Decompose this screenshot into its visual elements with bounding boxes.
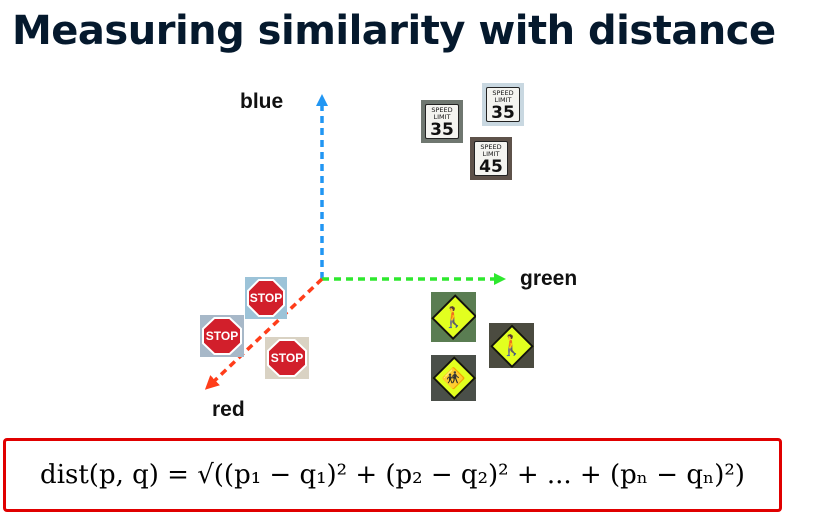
speed-sign-text: LIMIT: [433, 113, 451, 121]
speed-sign-text: SPEED: [480, 143, 502, 151]
speed-sign-text: LIMIT: [494, 96, 512, 104]
speed-sign-text: SPEED: [492, 89, 514, 97]
blue-axis-label: blue: [240, 90, 284, 113]
speed-sign-text: SPEED: [431, 106, 453, 114]
distance-formula: dist(p, q) = √((p₁ − q₁)² + (p₂ − q₂)² +…: [40, 460, 745, 490]
stop-sign-image: STOP: [245, 277, 287, 319]
pedestrian-sign-image: 🚶: [431, 292, 476, 342]
pedestrian-icon: 🚶: [441, 306, 466, 329]
speed-sign-value: 45: [479, 157, 503, 177]
red-axis-label: red: [212, 398, 245, 421]
speed-sign-value: 35: [491, 103, 515, 123]
speed-sign-value: 35: [430, 120, 454, 140]
stop-sign-text: STOP: [204, 319, 240, 353]
stop-sign-text: STOP: [249, 281, 283, 315]
stop-sign-text: STOP: [269, 341, 305, 375]
speed-limit-sign-image: SPEED LIMIT 35: [421, 100, 463, 143]
stop-sign-image: STOP: [265, 337, 309, 379]
formula-box: dist(p, q) = √((p₁ − q₁)² + (p₂ − q₂)² +…: [3, 438, 782, 512]
children-crossing-icon: 🚸: [441, 367, 466, 390]
pedestrian-sign-image: 🚶: [489, 323, 534, 368]
slide-title: Measuring similarity with distance: [12, 8, 776, 54]
green-axis-label: green: [520, 267, 578, 290]
school-crossing-sign-image: 🚸: [431, 355, 476, 401]
speed-limit-sign-image: SPEED LIMIT 35: [482, 83, 524, 126]
stop-sign-image: STOP: [200, 315, 244, 357]
speed-limit-sign-image: SPEED LIMIT 45: [470, 137, 512, 180]
pedestrian-icon: 🚶: [499, 335, 524, 357]
red-axis-arrow: [204, 277, 324, 390]
speed-sign-text: LIMIT: [482, 150, 500, 158]
